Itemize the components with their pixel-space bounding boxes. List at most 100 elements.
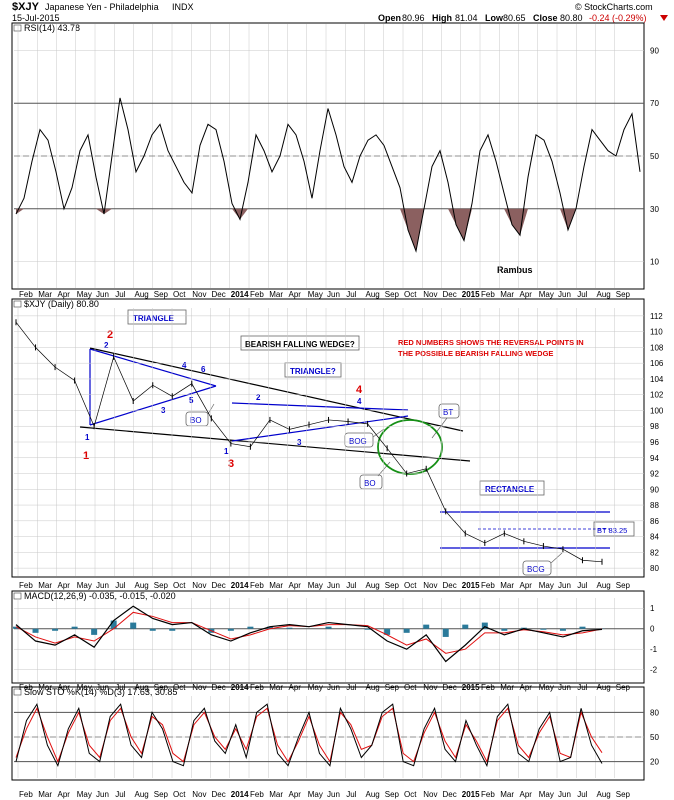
price-y-tick-label: 104: [650, 375, 664, 384]
month-tick-label: Jul: [577, 290, 587, 299]
month-tick-label: Sep: [385, 683, 400, 692]
month-tick-label: Feb: [250, 290, 264, 299]
sto-y-tick-label: 80: [650, 708, 659, 717]
rsi-oversold-fill: [408, 208, 416, 252]
month-tick-label: Nov: [423, 683, 437, 692]
month-tick-label: 2014: [231, 290, 249, 299]
macd-histogram-bar: [579, 626, 586, 629]
month-tick-label: Aug: [597, 581, 611, 590]
month-tick-label: Oct: [404, 290, 417, 299]
month-tick-label: Mar: [500, 790, 514, 799]
bo-label-2: BO: [364, 479, 376, 488]
tri2-wave-1: 1: [224, 447, 229, 456]
month-tick-label: 2014: [231, 581, 249, 590]
high-value: 81.04: [455, 13, 478, 23]
month-tick-label: Feb: [250, 683, 264, 692]
month-tick-label: Mar: [38, 790, 52, 799]
tri-wave-1: 1: [85, 433, 90, 442]
sto-y-tick-label: 20: [650, 758, 659, 767]
macd-y-tick-label: 1: [650, 604, 655, 613]
tri2-wave-4: 4: [357, 397, 362, 406]
month-tick-label: Sep: [154, 683, 169, 692]
sto-panel-frame: [11, 686, 645, 781]
rsi-y-tick-label: 70: [650, 99, 659, 108]
rsi-oversold-fill: [520, 208, 528, 236]
rsi-oversold-fill: [560, 208, 568, 230]
month-tick-label: Mar: [269, 683, 283, 692]
month-tick-label: May: [539, 683, 554, 692]
month-tick-label: Oct: [173, 683, 186, 692]
month-tick-label: Sep: [154, 581, 169, 590]
svg-text:MACD(12,26,9) -0.035, -0.015,: MACD(12,26,9) -0.035, -0.015, -0.020: [24, 591, 176, 601]
sto-title: Slow STO %K(14) %D(3) 17.63, 30.85: [13, 687, 177, 697]
month-tick-label: Jul: [115, 790, 125, 799]
tri2-wave-2: 2: [256, 393, 261, 402]
month-tick-label: Sep: [154, 790, 169, 799]
macd-histogram-bar: [501, 628, 508, 631]
month-tick-label: May: [77, 290, 92, 299]
rsi-oversold-fill: [400, 208, 408, 230]
month-tick-label: Apr: [289, 683, 302, 692]
rsi-y-tick-label: 50: [650, 152, 659, 161]
month-tick-label: Apr: [58, 790, 71, 799]
month-tick-label: Dec: [443, 790, 457, 799]
change-down-icon: [660, 15, 668, 21]
high-label: High: [432, 13, 452, 23]
month-tick-label: Mar: [500, 683, 514, 692]
month-tick-label: May: [539, 290, 554, 299]
month-tick-label: Feb: [19, 790, 33, 799]
tri-wave-2: 2: [104, 341, 109, 350]
sto-d-line: [15, 707, 603, 764]
month-tick-label: Feb: [481, 683, 495, 692]
month-tick-label: Sep: [385, 790, 400, 799]
wedge-red-1: 1: [83, 450, 89, 462]
month-tick-label: May: [539, 790, 554, 799]
red-note-line1: RED NUMBERS SHOWS THE REVERSAL POINTS IN: [398, 338, 584, 347]
month-tick-label: Nov: [423, 290, 437, 299]
macd-line: [15, 605, 603, 663]
month-tick-label: Aug: [597, 790, 611, 799]
triangle-label: TRIANGLE: [133, 314, 175, 323]
tri2-wave-3: 3: [297, 438, 302, 447]
macd-y-tick-label: -1: [650, 645, 658, 654]
macd-histogram-bar: [559, 628, 566, 631]
month-tick-label: Jun: [96, 581, 109, 590]
wedge-upper-line: [89, 347, 464, 432]
macd-histogram-bar: [462, 624, 469, 629]
tri-wave-6: 6: [201, 365, 206, 374]
month-tick-label: Apr: [58, 683, 71, 692]
month-tick-label: Jul: [346, 790, 356, 799]
month-tick-label: Jul: [346, 581, 356, 590]
macd-histogram-bar: [442, 628, 449, 637]
month-tick-label: Oct: [173, 290, 186, 299]
rsi-y-tick-label: 10: [650, 258, 659, 267]
price-y-tick-label: 112: [650, 312, 663, 321]
month-tick-label: Aug: [135, 581, 149, 590]
wedge-lower-line: [79, 426, 471, 462]
rsi-oversold-fill: [96, 208, 104, 215]
month-tick-label: Jul: [115, 581, 125, 590]
month-tick-label: Jun: [96, 790, 109, 799]
month-tick-label: Apr: [520, 581, 533, 590]
month-tick-label: Feb: [19, 683, 33, 692]
month-tick-label: 2014: [231, 790, 249, 799]
price-panel-frame: [11, 298, 645, 578]
macd-histogram-bar: [130, 622, 137, 629]
rsi-y-tick-label: 90: [650, 46, 659, 55]
month-tick-label: Dec: [443, 290, 457, 299]
month-tick-label: Aug: [597, 290, 611, 299]
month-tick-label: Nov: [192, 683, 206, 692]
month-tick-label: Feb: [250, 790, 264, 799]
month-tick-label: Oct: [404, 790, 417, 799]
month-tick-label: Jul: [577, 683, 587, 692]
month-tick-label: Jul: [577, 790, 587, 799]
price-y-tick-label: 92: [650, 470, 659, 479]
month-tick-label: Aug: [366, 581, 380, 590]
price-y-tick-label: 94: [650, 454, 659, 463]
month-tick-label: Sep: [385, 581, 400, 590]
month-tick-label: 2015: [462, 790, 480, 799]
close-value: 80.80: [560, 13, 583, 23]
month-tick-label: Sep: [616, 290, 631, 299]
month-tick-label: Mar: [38, 581, 52, 590]
